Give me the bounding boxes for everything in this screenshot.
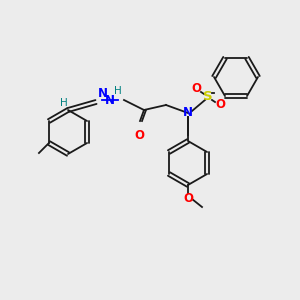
Text: O: O (215, 98, 225, 112)
Text: O: O (183, 193, 193, 206)
Text: H: H (60, 98, 68, 108)
Text: O: O (191, 82, 201, 95)
Text: N: N (98, 87, 108, 100)
Text: N: N (105, 94, 115, 107)
Text: S: S (203, 91, 213, 103)
Text: N: N (183, 106, 193, 119)
Text: O: O (134, 129, 144, 142)
Text: H: H (114, 86, 122, 96)
